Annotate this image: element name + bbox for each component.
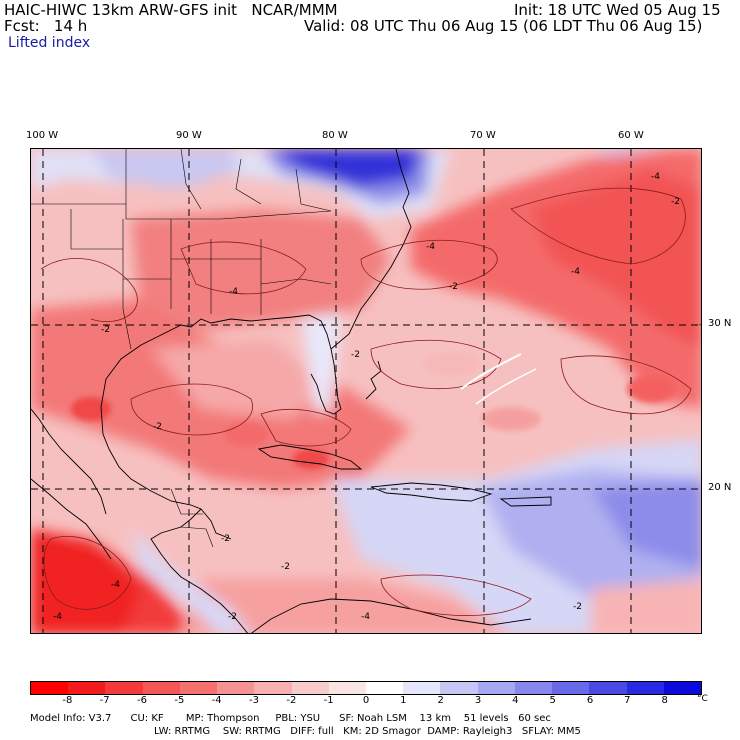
colorbar-swatch	[626, 682, 664, 694]
colorbar-tick-label: -1	[323, 695, 334, 706]
colorbar	[30, 681, 702, 695]
colorbar-swatch	[291, 682, 329, 694]
contour-label: -2	[449, 282, 458, 292]
lat-lon-grid	[31, 149, 701, 633]
colorbar-swatch	[328, 682, 366, 694]
colorbar-swatch	[477, 682, 515, 694]
colorbar-swatch	[403, 682, 441, 694]
contour-label: -4	[361, 612, 370, 622]
colorbar-tick-label: 5	[549, 695, 556, 706]
lon-label-90w: 90 W	[176, 130, 202, 141]
colorbar-swatch	[68, 682, 106, 694]
contour-label: -4	[651, 172, 660, 182]
colorbar-swatch	[365, 682, 404, 694]
lon-label-80w: 80 W	[322, 130, 348, 141]
colorbar-swatch	[31, 682, 69, 694]
lifted-index-map: -2 -4 -4 -2 -4 -2 -4 -2 -2 -2 -2 -4 -4 -…	[30, 148, 702, 634]
contour-label: -4	[426, 242, 435, 252]
colorbar-unit: °C	[697, 694, 708, 704]
colorbar-swatch	[179, 682, 218, 694]
colorbar-tick-label: 1	[400, 695, 407, 706]
state-borders	[31, 149, 332, 548]
lon-label-70w: 70 W	[470, 130, 496, 141]
model-info-line2: LW: RRTMG SW: RRTMG DIFF: full KM: 2D Sm…	[154, 726, 581, 737]
field-name: Lifted index	[8, 35, 91, 51]
field-shading	[31, 149, 701, 633]
lon-label-60w: 60 W	[618, 130, 644, 141]
colorbar-tick-label: 0	[362, 695, 370, 706]
colorbar-labels: -8 -7 -6 -5 -4 -3 -2 -1 0 1 2 3 4 5 6 7 8	[30, 695, 702, 707]
valid-time: Valid: 08 UTC Thu 06 Aug 15 (06 LDT Thu …	[304, 17, 703, 35]
contour-label: -4	[571, 267, 580, 277]
forecast-hour: Fcst: 14 h	[4, 17, 88, 35]
contour-label: -2	[153, 422, 162, 432]
colorbar-swatch	[440, 682, 478, 694]
contour-label: -2	[221, 534, 230, 544]
field-detail	[71, 352, 675, 469]
model-info-line1: Model Info: V3.7 CU: KF MP: Thompson PBL…	[30, 713, 551, 724]
colorbar-swatch	[142, 682, 180, 694]
lon-label-100w: 100 W	[26, 130, 59, 141]
model-title: HAIC-HIWC 13km ARW-GFS init NCAR/MMM	[4, 1, 338, 19]
colorbar-tick-label: -3	[249, 695, 259, 706]
contour-label: -2	[101, 325, 110, 335]
contour-label: -2	[699, 320, 702, 330]
contours	[40, 187, 692, 616]
colorbar-tick-label: -5	[174, 695, 185, 706]
colorbar-swatch	[514, 682, 553, 694]
lat-label-20n: 20 N	[708, 482, 732, 493]
colorbar-tick-label: -8	[62, 695, 73, 706]
lat-label-30n: 30 N	[708, 318, 732, 329]
colorbar-tick-label: 4	[512, 695, 519, 706]
contour-label: -4	[229, 287, 238, 297]
colorbar-swatch	[552, 682, 590, 694]
colorbar-tick-label: -7	[99, 695, 110, 706]
contour-labels: -2 -4 -4 -2 -4 -2 -4 -2 -2 -2 -2 -4 -4 -…	[53, 172, 702, 622]
colorbar-tick-label: 8	[661, 695, 668, 706]
colorbar-swatch	[105, 682, 143, 694]
init-time: Init: 18 UTC Wed 05 Aug 15	[514, 1, 721, 19]
colorbar-swatch	[663, 682, 701, 694]
colorbar-swatch	[217, 682, 255, 694]
colorbar-tick-label: 6	[586, 695, 594, 706]
colorbar-tick-label: -2	[286, 695, 297, 706]
map-canvas: -2 -4 -4 -2 -4 -2 -4 -2 -2 -2 -2 -4 -4 -…	[31, 149, 702, 633]
contour-label: -4	[111, 580, 120, 590]
colorbar-tick-label: 7	[624, 695, 631, 706]
contour-label: -2	[671, 197, 680, 207]
colorbar-tick-label: 3	[474, 695, 482, 706]
colorbar-swatch	[589, 682, 627, 694]
contour-label: -2	[281, 562, 290, 572]
colorbar-tick-label: -4	[211, 695, 222, 706]
colorbar-tick-label: 2	[437, 695, 444, 706]
contour-label: -2	[351, 350, 360, 360]
contour-label: -4	[53, 612, 62, 622]
coastlines	[31, 149, 552, 633]
colorbar-swatch	[254, 682, 292, 694]
contour-label: -2	[228, 612, 237, 622]
contour-label: -2	[573, 602, 582, 612]
colorbar-tick-label: -6	[137, 695, 147, 706]
